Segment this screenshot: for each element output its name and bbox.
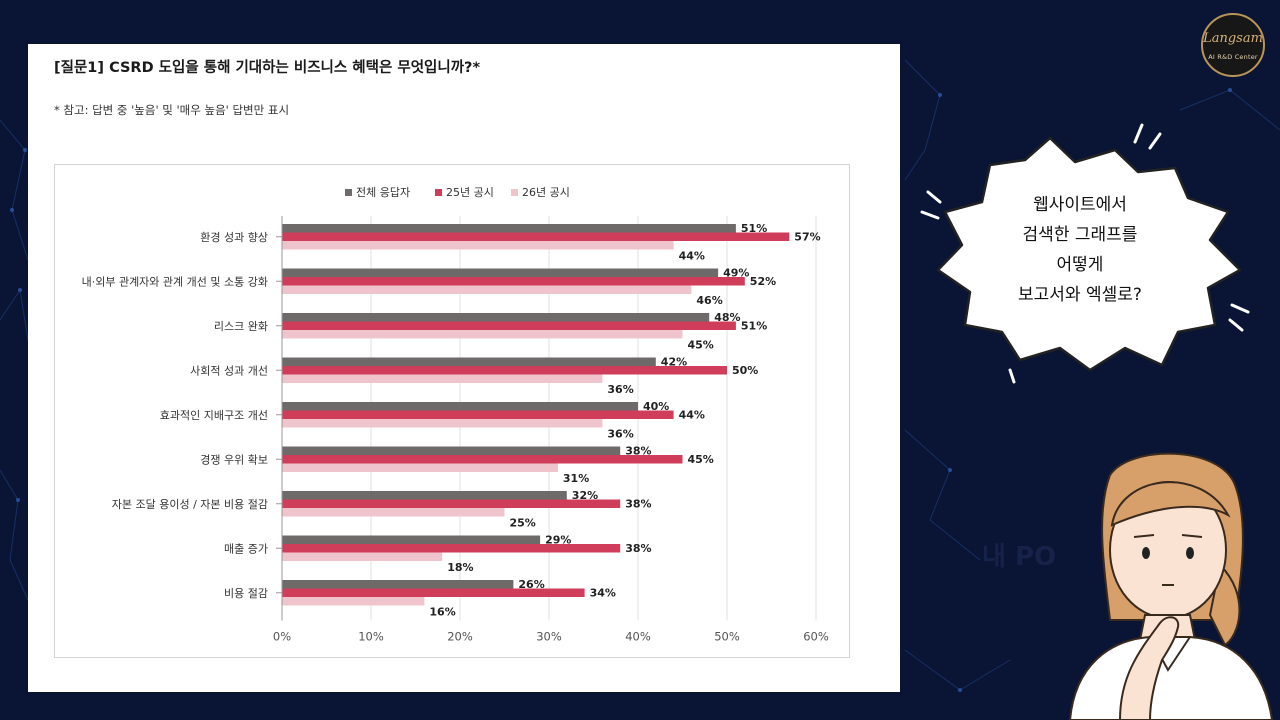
- data-label: 42%: [661, 356, 687, 369]
- data-label: 34%: [590, 587, 616, 600]
- data-label: 29%: [545, 534, 571, 547]
- legend-label: 26년 공시: [522, 186, 570, 199]
- x-tick-label: 0%: [273, 630, 291, 644]
- x-tick-label: 20%: [447, 630, 473, 644]
- category-label: 비용 절감: [224, 587, 268, 600]
- legend-swatch: [435, 189, 442, 196]
- bar: [282, 463, 558, 472]
- bar: [282, 402, 638, 411]
- data-label: 31%: [563, 472, 589, 485]
- bar: [282, 508, 505, 517]
- x-tick-label: 60%: [803, 630, 829, 644]
- bar: [282, 277, 745, 286]
- legend-label: 전체 응답자: [356, 186, 410, 199]
- callout-text: 웹사이트에서 검색한 그래프를 어떻게 보고서와 엑셀로?: [985, 190, 1175, 310]
- bar: [282, 499, 621, 508]
- category-label: 사회적 성과 개선: [190, 364, 268, 377]
- category-label: 환경 성과 향상: [200, 231, 268, 244]
- x-tick-label: 30%: [536, 630, 562, 644]
- category-label: 효과적인 지배구조 개선: [160, 409, 268, 422]
- data-label: 36%: [607, 383, 633, 396]
- bar: [282, 330, 683, 339]
- logo-script: Langsam: [1203, 31, 1263, 46]
- speech-burst-icon: [920, 123, 1250, 384]
- category-label: 자본 조달 용이성 / 자본 비용 절감: [112, 498, 268, 511]
- bar: [282, 455, 683, 464]
- bar: [282, 588, 585, 597]
- bar: [282, 410, 674, 419]
- data-label: 40%: [643, 400, 669, 413]
- bar: [282, 241, 674, 250]
- x-tick-label: 40%: [625, 630, 651, 644]
- bar: [282, 580, 514, 589]
- data-label: 57%: [794, 231, 820, 244]
- data-label: 46%: [696, 294, 722, 307]
- thinking-woman-icon: [1068, 452, 1274, 720]
- bar: [282, 268, 719, 277]
- data-label: 44%: [679, 409, 705, 422]
- callout-line: 웹사이트에서: [1033, 195, 1127, 215]
- legend-label: 25년 공시: [446, 186, 494, 199]
- data-label: 52%: [750, 275, 776, 288]
- brand-logo: Langsam AI R&D Center: [1201, 13, 1265, 77]
- category-label: 매출 증가: [224, 542, 268, 555]
- data-label: 25%: [510, 517, 536, 530]
- data-label: 44%: [679, 250, 705, 263]
- bar: [282, 446, 621, 455]
- bar: [282, 544, 621, 553]
- data-label: 48%: [714, 311, 740, 324]
- data-label: 36%: [607, 428, 633, 441]
- data-label: 26%: [518, 578, 544, 591]
- data-label: 50%: [732, 364, 758, 377]
- bar: [282, 535, 541, 544]
- chart-panel: [질문1] CSRD 도입을 통해 기대하는 비즈니스 혜택은 무엇입니까?* …: [28, 44, 900, 692]
- data-label: 49%: [723, 267, 749, 280]
- bar: [282, 366, 727, 375]
- x-tick-label: 50%: [714, 630, 740, 644]
- bar: [282, 232, 790, 241]
- faded-background-text: 내 PO: [982, 542, 1057, 572]
- page-title: [질문1] CSRD 도입을 통해 기대하는 비즈니스 혜택은 무엇입니까?*: [54, 60, 481, 76]
- category-label: 내·외부 관계자와 관계 개선 및 소통 강화: [82, 275, 268, 288]
- category-label: 리스크 완화: [214, 320, 268, 333]
- bar: [282, 357, 656, 366]
- bar-chart: 0% 10% 20% 30% 40% 50% 60% 전체 응답자 25년 공시 26년 공시환경…: [82, 186, 829, 644]
- data-label: 32%: [572, 489, 598, 502]
- data-label: 38%: [625, 542, 651, 555]
- callout-line: 보고서와 엑셀로?: [1018, 285, 1142, 305]
- data-label: 18%: [447, 561, 473, 574]
- data-label: 51%: [741, 222, 767, 235]
- data-label: 16%: [429, 606, 455, 619]
- bar: [282, 321, 736, 330]
- bar: [282, 491, 567, 500]
- legend-swatch: [511, 189, 518, 196]
- callout-line: 검색한 그래프를: [1022, 225, 1138, 245]
- logo-subtitle: AI R&D Center: [1208, 53, 1258, 61]
- data-label: 51%: [741, 320, 767, 333]
- bar: [282, 552, 443, 561]
- legend-swatch: [345, 189, 352, 196]
- bar: [282, 224, 736, 233]
- data-label: 38%: [625, 498, 651, 511]
- bar: [282, 419, 603, 428]
- bar: [282, 285, 692, 294]
- data-label: 45%: [688, 339, 714, 352]
- category-label: 경쟁 우위 확보: [200, 453, 268, 466]
- chart-note: * 참고: 답변 중 '높음' 및 '매우 높음' 답변만 표시: [54, 103, 290, 117]
- data-label: 38%: [625, 445, 651, 458]
- bar: [282, 597, 425, 606]
- data-label: 45%: [688, 453, 714, 466]
- callout-line: 어떻게: [1056, 255, 1104, 275]
- x-tick-label: 10%: [358, 630, 384, 644]
- bar: [282, 313, 710, 322]
- bar: [282, 374, 603, 383]
